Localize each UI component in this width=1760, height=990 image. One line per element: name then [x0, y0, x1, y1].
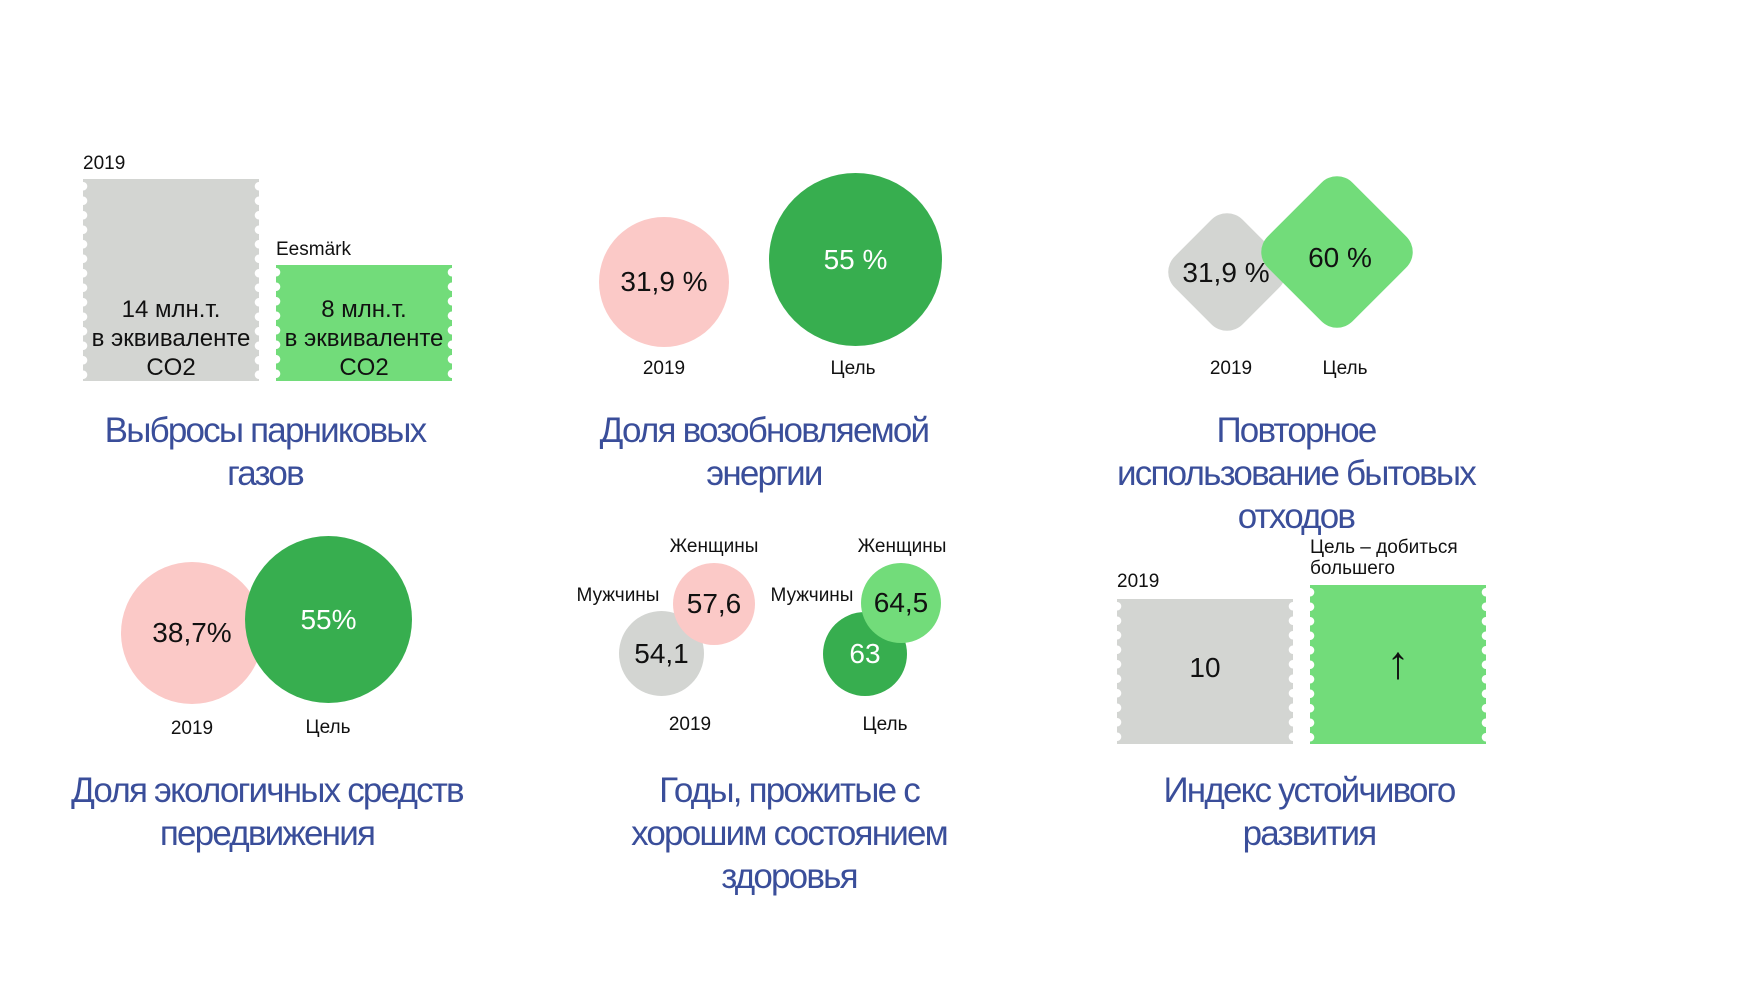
bubble-2019: 31,9 %	[599, 217, 729, 347]
data-label: 55 %	[823, 243, 888, 275]
category-label: Цель	[305, 717, 351, 738]
chart-title: Повторное использование бытовых отходов	[1117, 411, 1477, 536]
category-label: 2019	[668, 714, 712, 735]
series-label: Женщины	[669, 536, 759, 557]
bubble-women-goal: 64,5	[861, 563, 941, 643]
data-label: 38,7%	[152, 617, 232, 648]
category-label: Цель	[862, 714, 908, 735]
data-label: 14 млн.т. в эквиваленте CO2	[91, 296, 251, 381]
data-label: 57,6	[686, 588, 742, 619]
data-label: 63	[849, 638, 881, 669]
category-label: 2019	[642, 358, 686, 379]
bar-2019: 10	[1117, 599, 1293, 744]
chart-title: Годы, прожитые с хорошим состоянием здор…	[631, 771, 949, 896]
data-label: 10	[1189, 652, 1221, 683]
series-label: Мужчины	[576, 585, 660, 606]
category-label: Eesmärk	[276, 239, 351, 260]
category-label: 2019	[1209, 358, 1253, 379]
category-label: Цель	[1322, 358, 1368, 379]
bar-2019: 14 млн.т. в эквиваленте CO2	[83, 179, 259, 381]
series-label: Мужчины	[770, 585, 854, 606]
data-label: 54,1	[634, 637, 689, 669]
series-label: Женщины	[857, 536, 947, 557]
category-label: 2019	[83, 153, 126, 174]
data-label: 31,9 %	[1182, 257, 1270, 288]
data-label: 8 млн.т. в эквиваленте CO2	[284, 296, 444, 381]
category-label: 2019	[1117, 571, 1160, 592]
data-label: 64,5	[873, 587, 929, 618]
chart-title: Доля экологичных средств передвижения	[71, 771, 465, 853]
chart-title: Доля возобновляемой энергии	[599, 411, 930, 493]
data-label: 60 %	[1308, 242, 1372, 273]
chart-title: Индекс устойчивого развития	[1163, 771, 1456, 853]
bar-goal: ↑	[1310, 585, 1486, 744]
bubble-2019: 38,7%	[121, 562, 263, 704]
bubble-goal: 55 %	[769, 173, 942, 346]
category-label: Цель	[830, 358, 876, 379]
up-arrow-icon: ↑	[1386, 636, 1410, 688]
chart-title: Выбросы парниковых газов	[104, 411, 427, 493]
category-label: 2019	[170, 718, 214, 739]
bubble-women-2019: 57,6	[673, 563, 755, 645]
category-label: Цель – добиться большего	[1310, 537, 1458, 579]
data-label: 31,9 %	[620, 266, 708, 297]
data-label: 55%	[300, 603, 357, 635]
bar-goal: 8 млн.т. в эквиваленте CO2	[276, 265, 452, 381]
bubble-goal: 55%	[245, 536, 412, 703]
